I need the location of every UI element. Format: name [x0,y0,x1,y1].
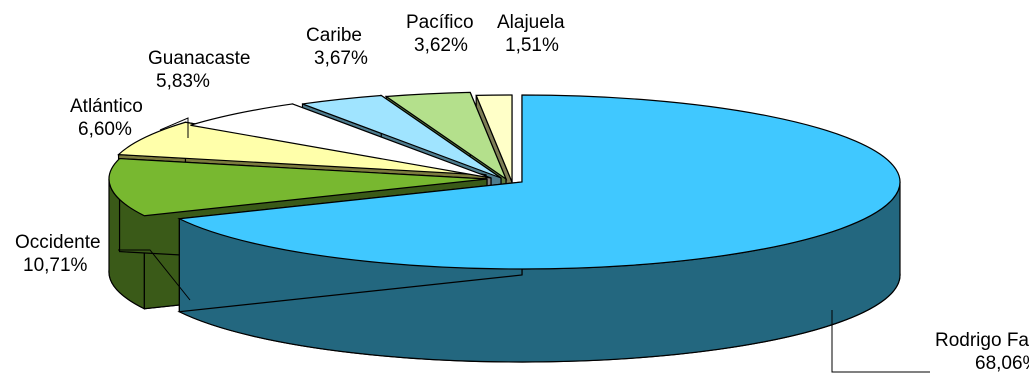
leader-line-atlantico [159,117,189,138]
data-label-guanacaste: Guanacaste 5,83% [148,48,250,92]
slice-occidente [108,157,488,217]
data-label-occidente: Occidente 10,71% [15,232,101,276]
slice-tops [108,91,901,270]
slice-guanacaste [190,103,492,179]
leader-line-occidente [118,249,191,301]
data-label-pacifico: Pacífico 3,62% [406,12,474,56]
data-label-caribe: Caribe 3,67% [306,25,368,69]
leader-line-rodrigo-facio [831,310,930,373]
slice-pacifico [384,91,508,181]
slice-alajuela [475,94,513,183]
slice-rodrigo-facio [177,94,901,270]
leader-lines [118,117,930,373]
data-label-rodrigo-facio: Rodrigo Facio68,06% [935,330,1029,374]
slice-caribe [302,94,502,179]
slice-atlantico [117,121,487,176]
data-label-alajuela: Alajuela 1,51% [497,12,565,56]
data-label-atlantico: Atlántico 6,60% [70,96,143,140]
